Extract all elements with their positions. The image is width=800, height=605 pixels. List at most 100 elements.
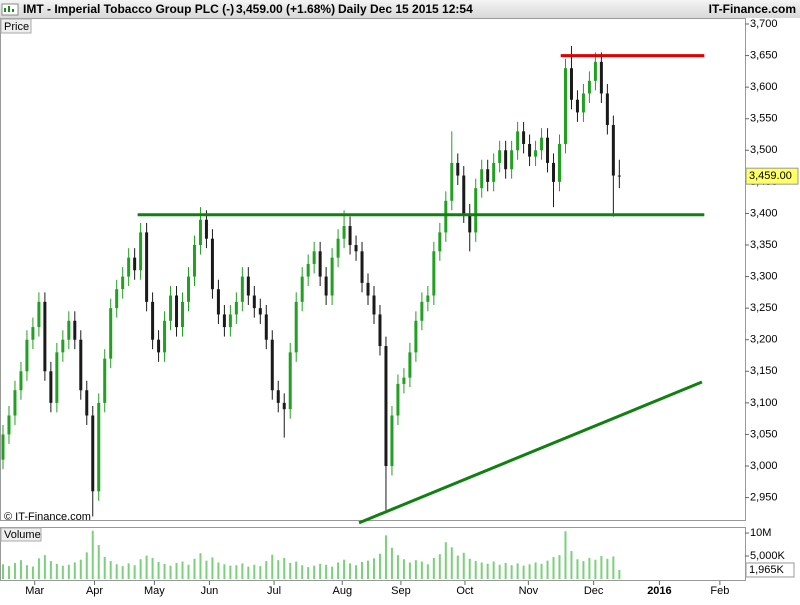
- candle-body: [617, 175, 621, 177]
- volume-bar: [456, 555, 459, 579]
- candle-body: [474, 188, 478, 233]
- symbol: IMT - Imperial Tobacco Group PLC (-): [23, 2, 234, 16]
- volume-bar: [367, 560, 370, 579]
- volume-bar: [325, 564, 328, 579]
- candle-body: [222, 314, 226, 328]
- x-tick-label: Jun: [201, 585, 219, 597]
- volume-bar: [157, 562, 160, 579]
- volume-bar: [43, 555, 46, 579]
- candle-body: [372, 295, 376, 315]
- volume-bar: [253, 564, 256, 579]
- x-tick-label: Mar: [25, 585, 44, 597]
- volume-bar: [265, 561, 268, 579]
- volume-bar: [145, 555, 148, 579]
- candle-body: [139, 232, 143, 271]
- volume-bar: [582, 561, 585, 579]
- candle-body: [115, 289, 119, 309]
- x-tick-label: May: [144, 585, 165, 597]
- volume-bar: [25, 565, 28, 579]
- candle-body: [240, 276, 244, 302]
- volume-bar: [211, 557, 214, 579]
- candle-body: [300, 276, 304, 302]
- candle-body: [192, 245, 196, 277]
- candle-body: [324, 276, 328, 296]
- volume-bar: [217, 562, 220, 579]
- candle-body: [552, 162, 556, 182]
- x-tick-label: Nov: [519, 585, 539, 597]
- volume-bar: [618, 569, 621, 579]
- volume-bar: [516, 563, 519, 579]
- volume-bar: [97, 545, 100, 579]
- volume-bar: [570, 550, 573, 579]
- candle-body: [61, 339, 65, 353]
- last-volume-label: 1,965K: [749, 564, 785, 576]
- volume-bar: [73, 562, 76, 579]
- volume-bar: [486, 563, 489, 579]
- site: IT-Finance.com: [709, 2, 796, 16]
- candle-body: [204, 219, 208, 239]
- volume-bar: [19, 560, 22, 579]
- volume-bar: [259, 566, 262, 579]
- candle-body: [462, 175, 466, 214]
- volume-bar: [13, 562, 16, 579]
- volume-bar: [384, 535, 387, 579]
- price-label: Price: [4, 21, 29, 33]
- candle-body: [390, 415, 394, 467]
- candle-body: [181, 301, 185, 328]
- candle-body: [516, 131, 520, 151]
- candle-body: [175, 295, 179, 328]
- candle-body: [13, 390, 17, 416]
- volume-bar: [199, 553, 202, 579]
- drawn-line: [358, 380, 703, 525]
- candle-body: [336, 238, 340, 258]
- last-volume-box: [745, 562, 795, 578]
- x-tick-label: Sep: [391, 585, 411, 597]
- x-tick-label: Aug: [332, 585, 352, 597]
- candle-body: [456, 162, 460, 176]
- x-tick-label: Apr: [86, 585, 103, 597]
- volume-bar: [492, 561, 495, 579]
- volume-bar: [510, 565, 513, 579]
- candle-body: [252, 295, 256, 309]
- candle-body: [378, 314, 382, 347]
- volume-bar: [121, 566, 124, 579]
- volume-bar: [181, 561, 184, 579]
- volume-bar: [331, 566, 334, 579]
- logo-bars: [4, 6, 14, 12]
- volume-bar: [91, 530, 94, 579]
- x-tick-label: Oct: [456, 585, 473, 597]
- candle-body: [228, 314, 232, 328]
- candle-body: [264, 314, 268, 340]
- candle-body: [402, 377, 406, 384]
- volume-bar: [175, 562, 178, 579]
- volume-bar: [301, 565, 304, 579]
- volume-bar: [414, 560, 417, 579]
- volume-bar: [474, 561, 477, 579]
- candle-body: [492, 162, 496, 182]
- volume-bar: [361, 562, 364, 579]
- candle-body: [85, 390, 89, 416]
- y-tick-label: 3,150: [750, 365, 778, 377]
- timestamp: Dec 15 2015 12:54: [370, 2, 473, 16]
- candle-body: [163, 320, 167, 353]
- volume-bar: [594, 559, 597, 579]
- y-tick-label: 3,700: [750, 18, 778, 30]
- y-tick-label: 2,950: [750, 491, 778, 503]
- volume-bar: [588, 557, 591, 579]
- volume-tick-label: 10M: [750, 527, 771, 539]
- y-tick-label: 3,050: [750, 428, 778, 440]
- candle-body: [55, 352, 59, 403]
- price-tag: [0, 18, 32, 34]
- price-pane: [0, 18, 746, 521]
- volume-bar: [133, 565, 136, 579]
- candle-body: [306, 263, 310, 277]
- candle-body: [354, 245, 358, 252]
- candle-body: [444, 200, 448, 233]
- last-price-box: [745, 167, 799, 185]
- volume-bar: [534, 562, 537, 579]
- y-tick-label: 3,000: [750, 460, 778, 472]
- candle-body: [330, 257, 334, 296]
- volume-bar: [504, 562, 507, 579]
- y-tick-label: 3,250: [750, 302, 778, 314]
- volume-bar: [169, 565, 172, 579]
